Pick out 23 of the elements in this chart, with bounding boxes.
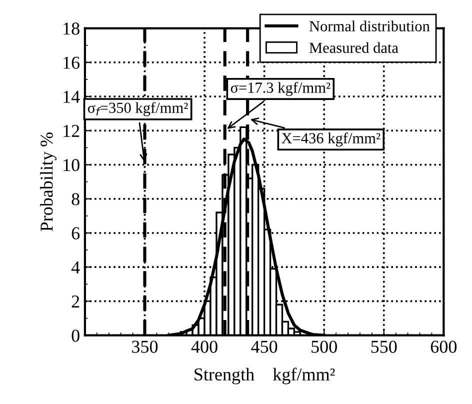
x-tick-label: 600 [430, 340, 457, 353]
y-tick-label: 16 [64, 56, 80, 69]
y-tick-label: 8 [72, 193, 80, 206]
x-tick-label: 400 [191, 340, 218, 353]
y-tick-label: 0 [72, 330, 80, 342]
annotation: X=436 kgf/mm² [282, 132, 380, 147]
y-tick-label: 6 [72, 227, 80, 240]
y-tick-label: 2 [72, 296, 80, 308]
y-tick-label: 4 [71, 261, 80, 274]
x-tick-label: 450 [251, 340, 278, 353]
x-axis-title: Strength kgf/mm² [194, 368, 335, 384]
annotation: σ$_{f}$=350 kgf/mm² [88, 102, 188, 116]
y-axis-title: Probability % [40, 132, 56, 232]
x-tick-label: 550 [371, 340, 397, 353]
legend-label: Normal distribution [309, 20, 430, 32]
legend-label: Measured data [309, 42, 398, 53]
x-tick-label: 500 [312, 340, 337, 353]
annotation: σ=17.3 kgf/mm² [230, 82, 330, 96]
y-tick-label: 14 [64, 90, 80, 103]
y-tick-label: 10 [64, 159, 80, 172]
x-tick-label: 350 [132, 340, 158, 353]
y-tick-label: 12 [64, 124, 80, 137]
y-tick-label: 18 [64, 22, 80, 35]
